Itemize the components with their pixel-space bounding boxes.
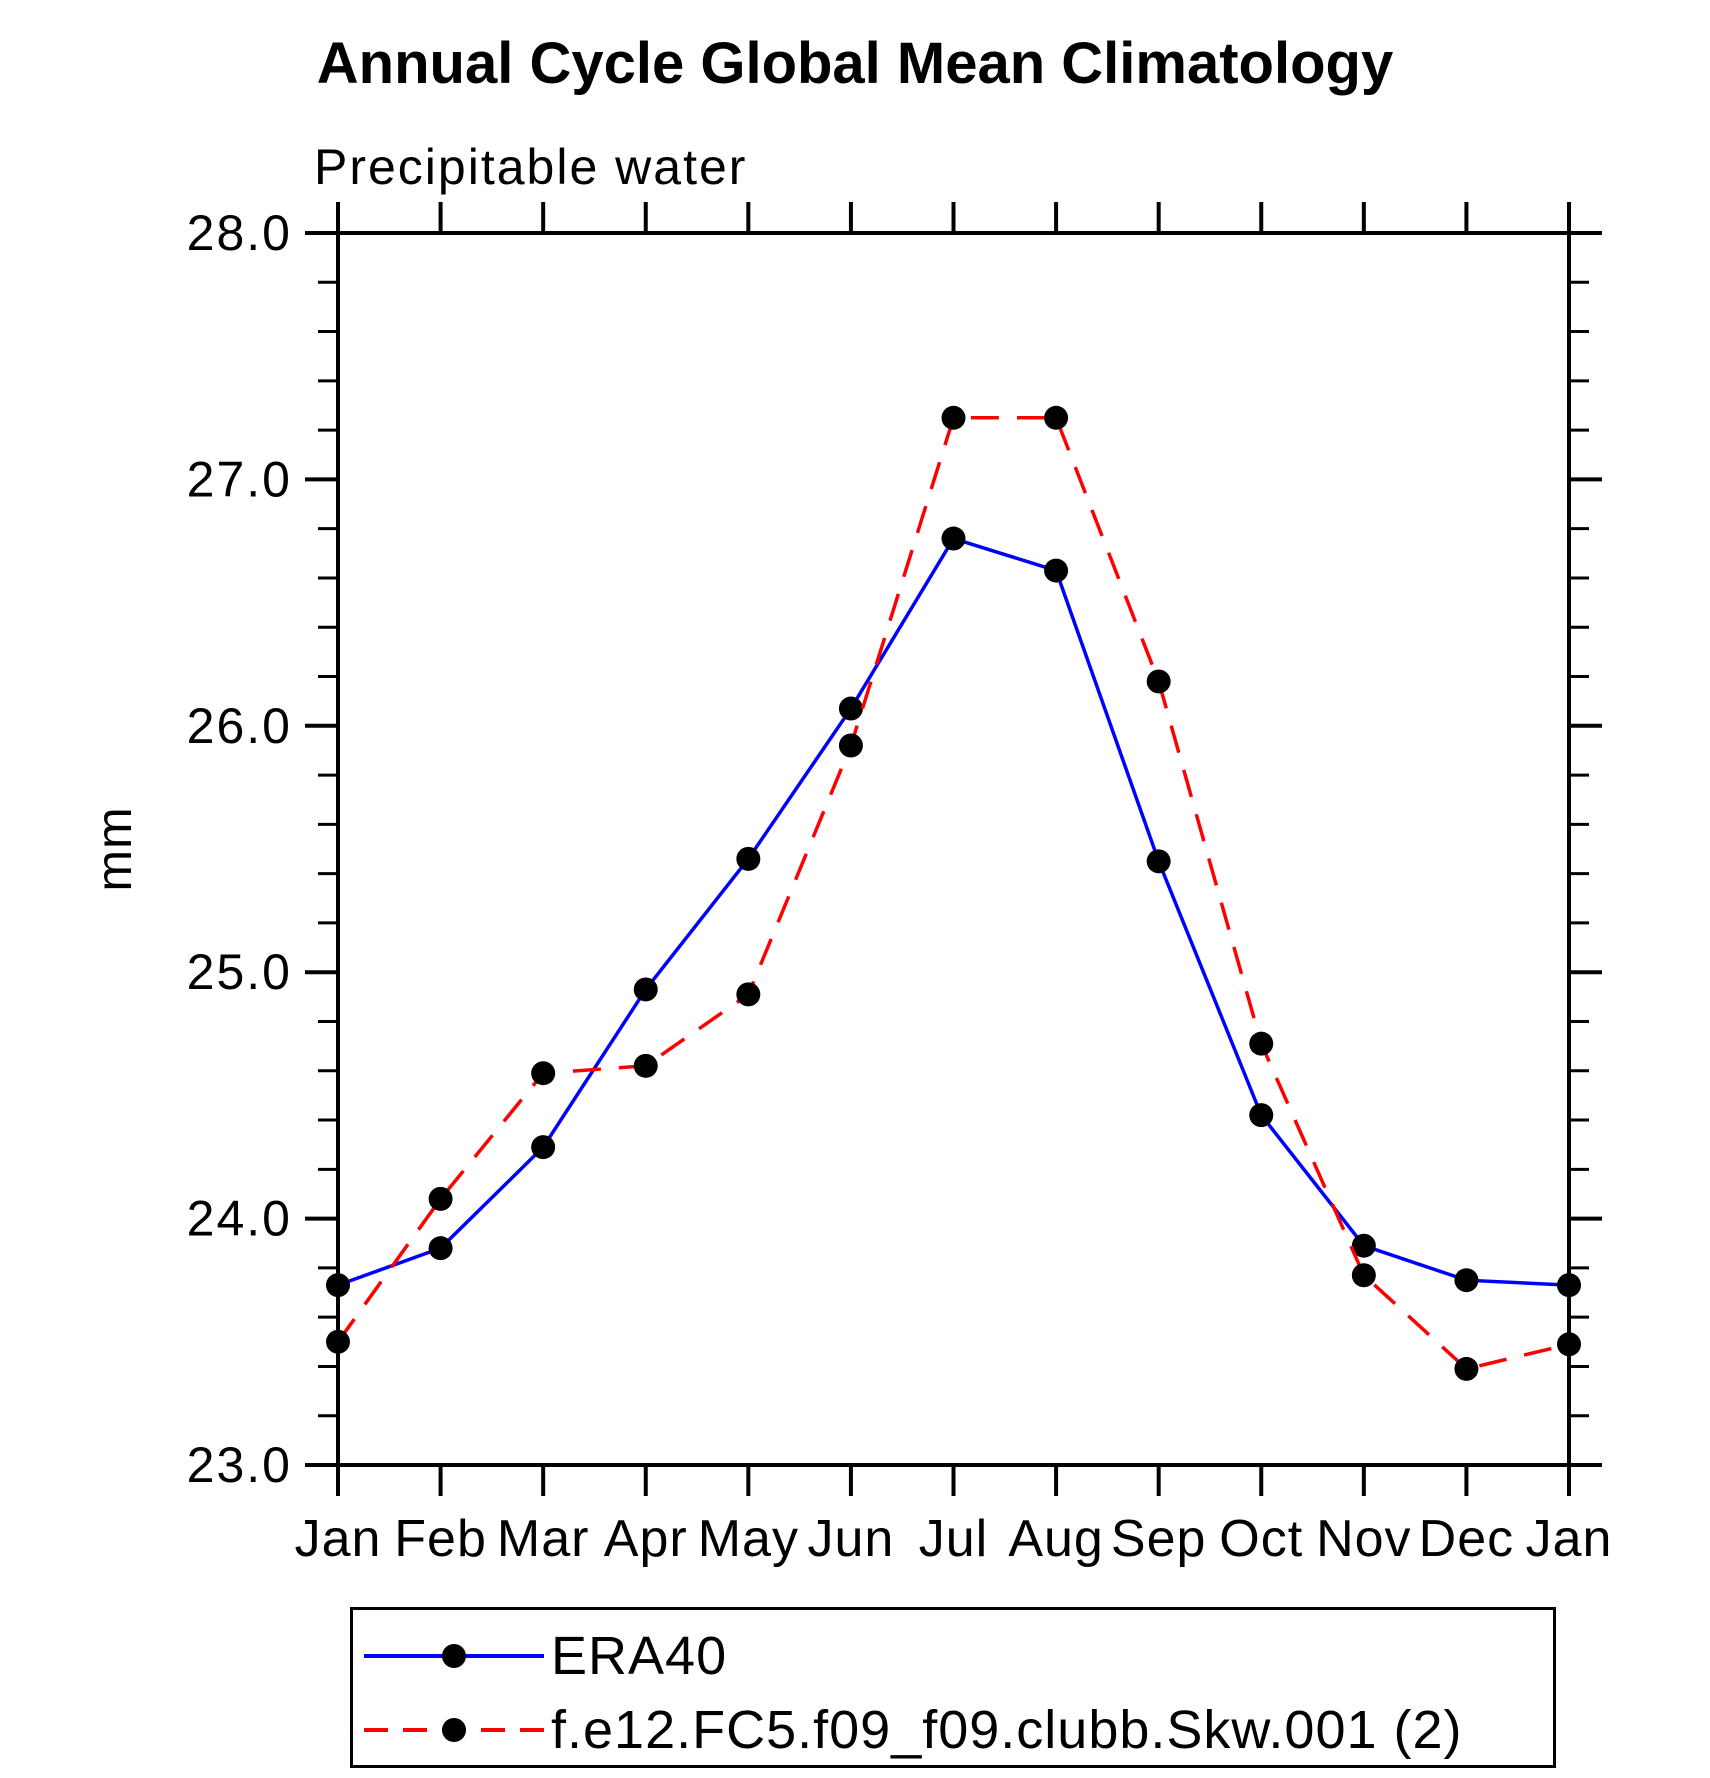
data-point-marker [1454,1356,1479,1381]
legend-item-model: f.e12.FC5.f09_f09.clubb.Skw.001 (2) [358,1700,1463,1760]
data-point-marker [1146,849,1171,874]
x-axis-tick-label: Jan [1526,1510,1613,1568]
x-axis-tick-label: Jun [807,1510,894,1568]
x-axis-tick-label: Sep [1111,1510,1207,1568]
data-point-marker [428,1186,453,1211]
legend-label-era40: ERA40 [551,1626,728,1686]
x-axis-tick-label: Aug [1008,1510,1104,1568]
data-point-marker [1351,1263,1376,1288]
data-point-marker [1557,1332,1581,1357]
data-point-marker [326,1273,350,1298]
y-axis-tick-label: 23.0 [187,1437,292,1493]
data-point-marker [838,696,863,721]
series-line-model [336,416,1570,1371]
legend-box: ERA40 f.e12.FC5.f09_f09.clubb.Skw.001 (2… [350,1607,1556,1768]
data-point-marker [941,526,966,551]
legend-line-sample-solid-blue [364,1644,544,1668]
x-axis-tick-label: Oct [1219,1510,1303,1568]
data-point-marker [736,982,761,1007]
legend-label-model: f.e12.FC5.f09_f09.clubb.Skw.001 (2) [551,1700,1463,1760]
y-axis-tick-label: 27.0 [187,451,292,507]
legend-line-sample-dashed-red [364,1718,544,1742]
data-point-marker [838,733,863,758]
x-axis-tick-label: Jan [295,1510,382,1568]
y-axis-tick-label: 26.0 [187,698,292,754]
data-point-marker [1351,1233,1376,1258]
x-axis-tick-label: Jul [919,1510,988,1568]
legend-sample-marker [442,1644,466,1668]
data-point-marker [326,1329,350,1354]
data-point-marker [941,405,966,430]
x-axis-tick-label: Apr [604,1510,688,1568]
data-point-marker [1249,1031,1274,1056]
data-point-marker [736,846,761,871]
data-point-marker [1557,1273,1581,1298]
data-point-marker [633,977,658,1002]
y-axis-tick-label: 28.0 [187,205,292,261]
legend-sample-marker [442,1718,466,1742]
data-point-marker [1454,1268,1479,1293]
chart-title: Annual Cycle Global Mean Climatology [316,31,1394,96]
y-axis-tick-label: 24.0 [187,1191,292,1247]
x-axis-tick-label: Mar [497,1510,590,1568]
data-point-marker [1146,669,1171,694]
data-point-marker [633,1053,658,1078]
x-axis-tick-label: Dec [1419,1510,1514,1568]
data-point-marker [531,1061,556,1086]
legend-item-era40: ERA40 [358,1626,727,1686]
series-line-era40 [337,536,1570,1287]
chart-subtitle: Precipitable water [314,139,748,195]
data-point-marker [1044,558,1069,583]
x-axis-tick-label: Nov [1316,1510,1411,1568]
data-point-marker [531,1135,556,1160]
x-axis-tick-label: Feb [394,1510,487,1568]
data-point-marker [428,1236,453,1261]
data-point-marker [1249,1103,1274,1128]
y-axis-tick-label: 25.0 [187,944,292,1000]
x-axis-tick-label: May [698,1510,799,1568]
data-point-marker [1044,405,1069,430]
